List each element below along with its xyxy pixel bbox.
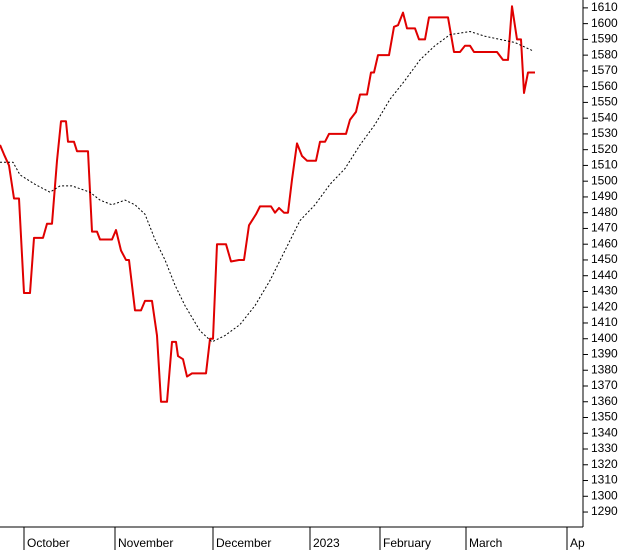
price-line [0,31,533,343]
x-tick-label: February [383,536,431,550]
y-tick-label: 1410 [591,315,618,329]
y-tick-label: 1340 [591,425,618,439]
y-tick-label: 1430 [591,284,618,298]
y-tick-label: 1370 [591,378,618,392]
price-line [0,5,535,403]
y-tick-label: 1350 [591,410,618,424]
y-tick-label: 1570 [591,63,618,77]
y-tick-label: 1540 [591,110,618,124]
y-tick-label: 1560 [591,79,618,93]
x-tick-label: October [27,536,70,550]
y-tick-label: 1420 [591,299,618,313]
y-tick-label: 1460 [591,236,618,250]
y-tick-label: 1390 [591,347,618,361]
y-tick-label: 1610 [591,0,618,14]
y-tick-label: 1550 [591,95,618,109]
y-tick-label: 1310 [591,473,618,487]
y-tick-label: 1320 [591,457,618,471]
y-tick-label: 1520 [591,142,618,156]
y-tick-label: 1450 [591,252,618,266]
y-tick-label: 1360 [591,394,618,408]
x-tick-label: 2023 [313,536,340,550]
y-tick-label: 1600 [591,16,618,30]
x-tick-label: November [118,536,173,550]
y-tick-label: 1510 [591,158,618,172]
y-tick-label: 1300 [591,488,618,502]
y-tick-label: 1480 [591,205,618,219]
y-tick-label: 1490 [591,189,618,203]
y-tick-label: 1380 [591,362,618,376]
y-tick-label: 1470 [591,221,618,235]
x-tick-label: December [216,536,271,550]
y-tick-label: 1500 [591,173,618,187]
y-tick-label: 1590 [591,32,618,46]
y-tick-label: 1400 [591,331,618,345]
y-tick-label: 1440 [591,268,618,282]
y-tick-label: 1290 [591,504,618,518]
x-tick-label: Ap [570,536,585,550]
y-tick-label: 1580 [591,47,618,61]
x-tick-label: March [469,536,502,550]
y-tick-label: 1330 [591,441,618,455]
y-tick-label: 1530 [591,126,618,140]
